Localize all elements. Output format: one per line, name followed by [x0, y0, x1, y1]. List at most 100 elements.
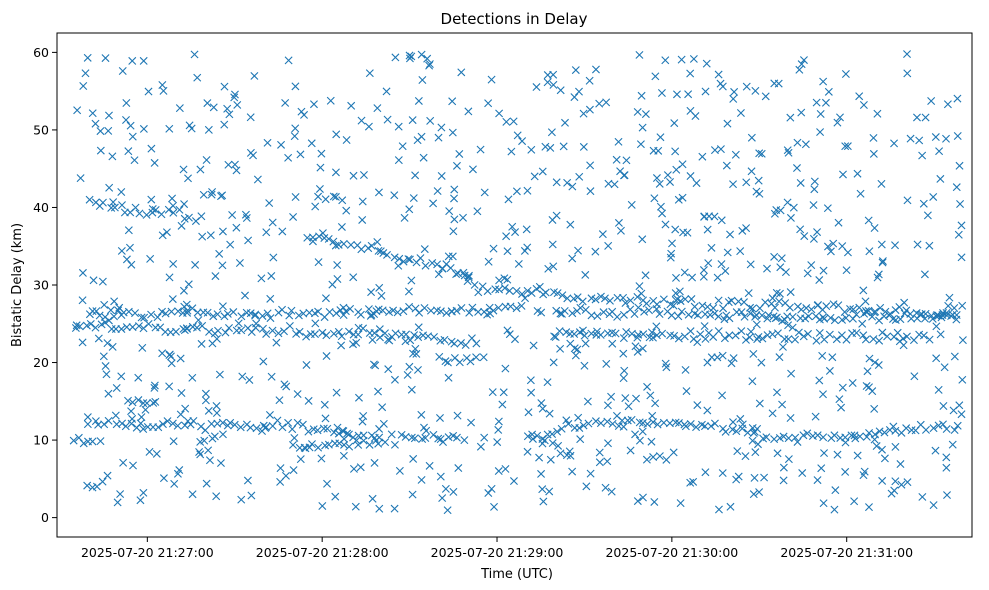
data-point [779, 476, 788, 485]
data-point [128, 132, 137, 141]
data-point [686, 420, 695, 428]
data-point [937, 313, 946, 322]
data-point [668, 239, 677, 248]
data-point [699, 272, 708, 281]
data-point [721, 266, 730, 275]
data-point [110, 203, 119, 212]
data-point [117, 201, 126, 210]
data-point [167, 359, 176, 368]
data-point [159, 86, 168, 95]
data-point [450, 194, 459, 203]
data-point [329, 329, 338, 338]
data-point [374, 188, 383, 197]
data-point [112, 384, 121, 392]
data-point [124, 147, 133, 156]
data-point [939, 308, 948, 317]
data-point [670, 119, 679, 128]
data-point [187, 124, 196, 133]
data-point [321, 294, 330, 303]
data-point [680, 268, 689, 277]
data-point [232, 166, 241, 175]
data-point [718, 351, 727, 360]
data-point [583, 397, 592, 406]
data-point [662, 363, 671, 372]
data-point [322, 331, 331, 340]
data-point [938, 420, 947, 429]
data-point [128, 414, 137, 423]
data-point [410, 434, 419, 443]
data-point [864, 503, 873, 512]
data-point [420, 303, 429, 312]
data-point [468, 303, 477, 312]
data-point [733, 447, 742, 456]
data-point [502, 232, 511, 241]
data-point [111, 411, 120, 420]
data-point [117, 372, 126, 381]
data-point [686, 69, 695, 78]
data-point [570, 344, 579, 353]
data-point [849, 305, 858, 314]
data-point [717, 216, 726, 225]
data-point [810, 185, 819, 194]
data-point [795, 65, 804, 74]
data-point [527, 388, 536, 397]
data-point [731, 331, 740, 340]
data-point [126, 121, 135, 130]
data-point [325, 308, 334, 316]
data-point [860, 309, 869, 318]
data-point [627, 329, 636, 338]
data-point [619, 374, 628, 383]
data-point [116, 490, 125, 499]
data-point [251, 311, 260, 320]
data-point [414, 333, 423, 342]
x-axis-ticks: 2025-07-20 21:27:00 2025-07-20 21:28:00 20… [81, 537, 913, 560]
data-point [742, 82, 751, 91]
data-point [349, 464, 358, 473]
data-point [939, 402, 948, 411]
data-point [106, 306, 115, 315]
data-point [230, 90, 239, 99]
data-point [853, 451, 862, 460]
data-point [682, 387, 691, 396]
data-point [262, 228, 271, 237]
data-point [89, 276, 98, 285]
data-point [853, 169, 862, 178]
data-point [384, 365, 393, 374]
data-point [593, 312, 602, 321]
data-point [344, 327, 353, 336]
data-point [367, 241, 376, 250]
data-point [605, 296, 614, 305]
data-point [405, 51, 414, 60]
data-point [110, 312, 118, 321]
data-point [638, 123, 647, 132]
data-point [833, 450, 842, 459]
data-point [313, 426, 322, 435]
data-point [249, 151, 258, 160]
data-point [152, 449, 161, 458]
data-point [826, 247, 835, 256]
data-point [556, 344, 565, 353]
data-point [333, 423, 342, 432]
data-point [429, 199, 438, 208]
data-point [337, 332, 346, 341]
data-point [957, 221, 966, 230]
data-point [614, 218, 623, 227]
data-point [489, 244, 498, 253]
data-point [619, 171, 628, 180]
data-point [391, 329, 400, 338]
data-point [129, 461, 137, 470]
data-point [291, 192, 300, 201]
data-point [370, 458, 379, 467]
data-point [813, 431, 822, 440]
data-point [147, 144, 156, 153]
data-point [627, 415, 636, 424]
data-point [411, 344, 420, 353]
data-point [233, 100, 242, 109]
data-point [332, 388, 341, 397]
data-point [452, 270, 461, 279]
data-point [243, 476, 252, 485]
data-point [434, 434, 443, 443]
data-point [870, 358, 879, 367]
data-point [179, 286, 188, 295]
data-point [891, 477, 900, 486]
